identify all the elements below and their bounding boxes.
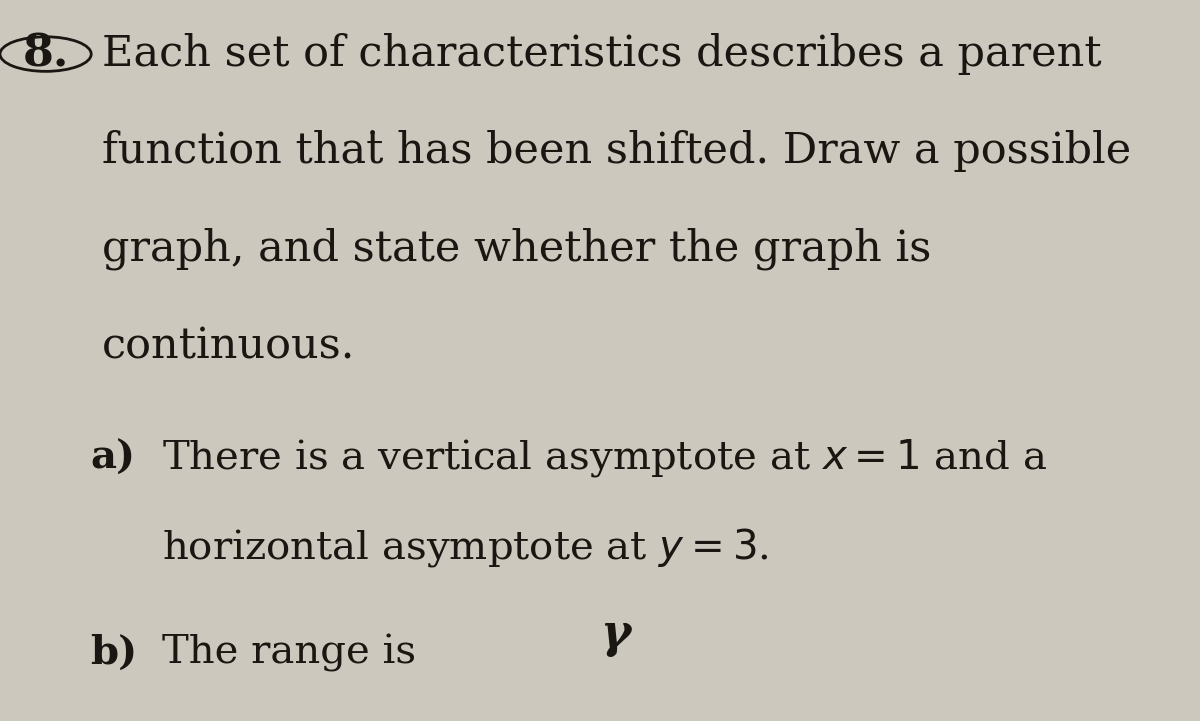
Text: function thaṫ has been shifted. Draw a possible: function thaṫ has been shifted. Draw a …: [102, 131, 1132, 172]
Text: a): a): [90, 439, 136, 477]
Text: γ: γ: [600, 611, 630, 658]
Text: 8.: 8.: [23, 32, 68, 76]
Text: There is a vertical asymptote at $x = 1$ and a: There is a vertical asymptote at $x = 1$…: [162, 437, 1048, 479]
Text: b): b): [90, 634, 137, 671]
Text: The range is: The range is: [162, 634, 416, 671]
Text: continuous.: continuous.: [102, 325, 355, 367]
Text: horizontal asymptote at $y = 3$.: horizontal asymptote at $y = 3$.: [162, 526, 769, 570]
Text: graph, and state whether the graph is: graph, and state whether the graph is: [102, 228, 931, 270]
Text: Each set of characteristics describes a parent: Each set of characteristics describes a …: [102, 33, 1102, 75]
